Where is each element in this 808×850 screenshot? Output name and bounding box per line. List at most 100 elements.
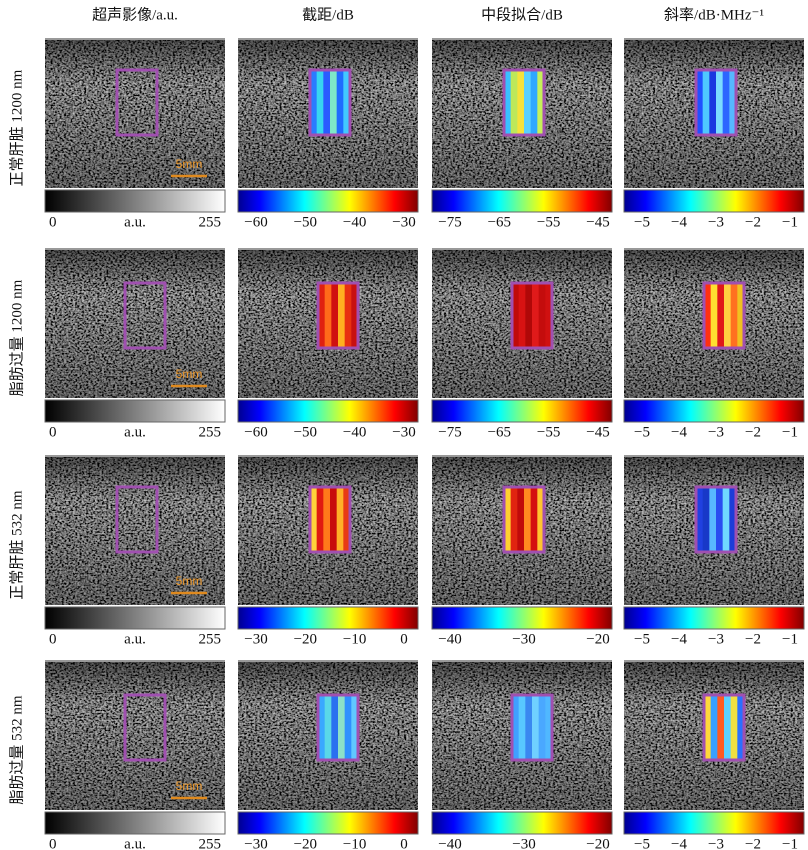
roi-map <box>330 487 337 552</box>
colorbar-tick-label: 0 <box>400 631 408 647</box>
roi-map <box>711 283 718 348</box>
roi-map <box>323 70 330 135</box>
roi-map <box>330 70 337 135</box>
colorbar-tick-label: −2 <box>745 836 761 850</box>
colorbar-tick-label: −2 <box>745 424 761 440</box>
roi-map <box>524 487 531 552</box>
panel: −5−4−3−2−1 <box>624 38 804 230</box>
panel: −40−30−20 <box>432 660 612 850</box>
row-label: 正常肝脏 532 nm <box>8 490 25 600</box>
roi-map <box>731 695 738 760</box>
colorbar-tick-label: −45 <box>586 214 609 230</box>
column-header: 斜率/dB·MHz⁻¹ <box>664 6 764 23</box>
colorbar-tick-label: −1 <box>782 424 798 440</box>
colorbar-tick-label: −55 <box>537 214 560 230</box>
roi-map <box>338 695 345 760</box>
colorbar-tick-label: −55 <box>537 424 560 440</box>
colorbar-tick-label: a.u. <box>124 424 146 440</box>
colorbar <box>238 812 418 834</box>
colorbar-tick-label: −75 <box>438 424 461 440</box>
colorbar-tick-label: −4 <box>671 214 687 230</box>
colorbar-tick-label: −50 <box>294 214 317 230</box>
colorbar-tick-label: −20 <box>586 631 609 647</box>
roi-map <box>511 70 518 135</box>
colorbar-tick-label: −5 <box>634 631 650 647</box>
colorbar-tick-label: −20 <box>294 836 317 850</box>
panel: −40−30−20 <box>432 455 612 647</box>
colorbar <box>238 400 418 422</box>
roi-map <box>539 283 546 348</box>
colorbar-tick-label: −40 <box>343 424 366 440</box>
panel: −60 −50 −40 −30 <box>238 38 418 230</box>
colorbar-tick-label: −5 <box>634 424 650 440</box>
colorbar-tick-label: −1 <box>782 631 798 647</box>
colorbar-tick-label: −3 <box>708 214 724 230</box>
roi-map <box>517 487 524 552</box>
colorbar <box>45 400 225 422</box>
colorbar <box>624 400 804 422</box>
roi-map <box>731 283 738 348</box>
colorbar-tick-label: 255 <box>199 424 222 440</box>
figure: 超声影像/a.u.截距/dB中段拟合/dB斜率/dB·MHz⁻¹正常肝脏 120… <box>0 0 808 850</box>
colorbar-tick-label: −4 <box>671 424 687 440</box>
panel: −5 −4 −3 −2 −1 <box>624 248 804 440</box>
colorbar-tick-label: 0 <box>49 836 57 850</box>
colorbar-tick-label: 0 <box>49 631 57 647</box>
colorbar <box>432 190 612 212</box>
roi-map <box>716 70 723 135</box>
colorbar-tick-label: −4 <box>671 631 687 647</box>
scale-bar-label: 5mm <box>176 779 203 793</box>
roi-map <box>717 695 724 760</box>
colorbar-tick-label: −2 <box>745 214 761 230</box>
roi-map <box>345 695 352 760</box>
colorbar-tick-label: a.u. <box>124 214 146 230</box>
roi-map <box>531 487 538 552</box>
panel: −5 −4 −3 −2 −1 <box>624 455 804 647</box>
roi-map <box>525 283 532 348</box>
colorbar <box>45 190 225 212</box>
colorbar-tick-label: −2 <box>745 631 761 647</box>
roi-map <box>703 70 710 135</box>
roi-map <box>524 70 531 135</box>
colorbar-tick-label: −30 <box>244 631 267 647</box>
colorbar-tick-label: a.u. <box>124 631 146 647</box>
colorbar <box>238 190 418 212</box>
roi-map <box>331 283 338 348</box>
colorbar-tick-label: −40 <box>343 214 366 230</box>
colorbar-tick-label: −75 <box>438 214 461 230</box>
colorbar-tick-label: −5 <box>634 836 650 850</box>
colorbar-tick-label: −65 <box>488 214 511 230</box>
panel: −75−65−55−45 <box>432 248 612 440</box>
column-header: 超声影像/a.u. <box>92 5 178 23</box>
colorbar-tick-label: 0 <box>49 214 57 230</box>
colorbar-tick-label: −4 <box>671 836 687 850</box>
roi-map <box>337 487 344 552</box>
roi-map <box>519 695 526 760</box>
colorbar-tick-label: 255 <box>199 631 222 647</box>
colorbar-tick-label: −40 <box>438 631 461 647</box>
roi-map <box>532 695 539 760</box>
roi-map <box>317 487 324 552</box>
roi-map <box>531 70 538 135</box>
colorbar-tick-label: −1 <box>782 836 798 850</box>
colorbar-tick-label: −60 <box>244 214 267 230</box>
colorbar-tick-label: −20 <box>586 836 609 850</box>
colorbar <box>624 812 804 834</box>
roi-map <box>703 487 710 552</box>
row-label: 正常肝脏 1200 nm <box>8 69 25 186</box>
colorbar <box>238 607 418 629</box>
colorbar <box>624 190 804 212</box>
colorbar-tick-label: −3 <box>708 631 724 647</box>
panel: −5−4−3−2−1 <box>624 660 804 850</box>
roi-map <box>317 70 324 135</box>
colorbar <box>45 812 225 834</box>
colorbar-tick-label: 255 <box>199 214 222 230</box>
roi-map <box>331 695 338 760</box>
colorbar-tick-label: −65 <box>488 424 511 440</box>
colorbar-tick-label: 255 <box>199 836 222 850</box>
colorbar-tick-label: −30 <box>392 214 415 230</box>
colorbar-tick-label: −3 <box>708 424 724 440</box>
colorbar-tick-label: −1 <box>782 214 798 230</box>
colorbar-tick-label: −30 <box>244 836 267 850</box>
